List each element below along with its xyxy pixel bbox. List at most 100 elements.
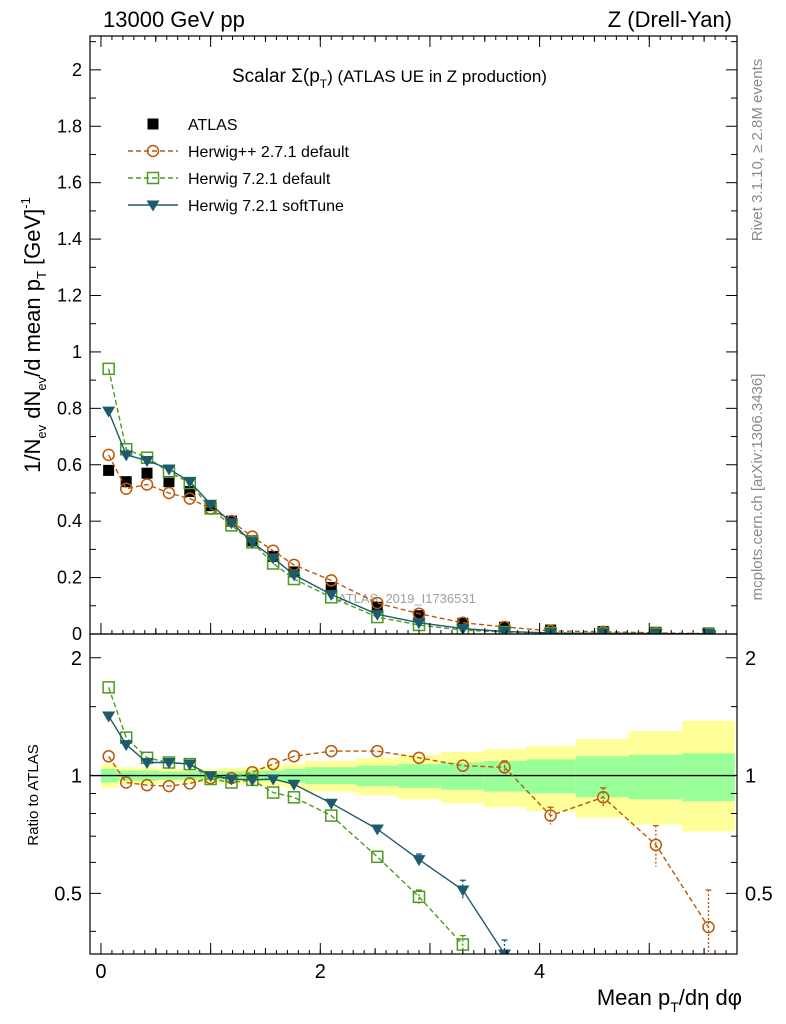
- ratio-ytick-label-2: 2: [71, 648, 82, 670]
- ratio-point-herwigpp-2: [140, 778, 154, 792]
- ratio-line-herwig721: [107, 687, 464, 946]
- ratio-point-softtune-4: [183, 759, 197, 771]
- rivet-label: Rivet 3.1.10, ≥ 2.8M events: [749, 59, 766, 242]
- main-ytick-label-5: 1: [72, 342, 82, 362]
- main-ytick-label-0: 0: [72, 624, 82, 644]
- ratio-point-herwigpp-11: [371, 744, 384, 758]
- point-softtune-17: [649, 629, 663, 634]
- main-ytick-label-1: 0.2: [57, 568, 82, 588]
- point-herwigpp-0: [102, 448, 115, 462]
- ratio-line-softtune: [108, 715, 506, 954]
- point-softtune-14: [498, 626, 512, 634]
- ratio-point-softtune-11: [370, 824, 384, 836]
- point-herwigpp-10: [325, 574, 338, 587]
- ratio-point-softtune-10: [324, 798, 338, 810]
- point-herwig721-0: [102, 362, 115, 376]
- ratio-series-softtune: [102, 711, 512, 954]
- ratio-point-herwigpp-12: [412, 751, 426, 765]
- x-axis-label: Mean pT/dη dφ: [597, 985, 742, 1015]
- legend-marker-softtune: [146, 200, 160, 212]
- main-ytick-label-10: 2: [72, 60, 82, 80]
- ratio-point-softtune-13: [456, 885, 470, 897]
- point-softtune-2: [140, 456, 154, 468]
- main-ytick-label-7: 1.4: [57, 229, 82, 249]
- point-softtune-13: [456, 624, 470, 634]
- legend-marker-herwig721: [146, 171, 160, 185]
- ratio-point-herwig721-0: [102, 681, 115, 694]
- ratio-point-softtune-1: [119, 740, 133, 752]
- header-right: Z (Drell-Yan): [608, 7, 732, 32]
- legend-label-softtune: Herwig 7.2.1 softTune: [188, 198, 344, 215]
- mcplots-label: mcplots.cern.ch [arXiv:1306.3436]: [749, 374, 766, 601]
- main-ytick-label-2: 0.4: [57, 511, 82, 531]
- header-left: 13000 GeV pp: [103, 7, 245, 32]
- ratio-point-herwigpp-17: [649, 838, 663, 852]
- y-axis-label-ratio: Ratio to ATLAS: [25, 744, 42, 845]
- band-inner-15: [526, 759, 576, 794]
- ratio-series-herwig721: [102, 681, 470, 954]
- main-ytick-label-9: 1.8: [57, 116, 82, 136]
- point-softtune-9: [287, 570, 301, 582]
- point-softtune-8: [266, 553, 280, 565]
- main-title-sub: T: [320, 77, 328, 91]
- ratio-point-herwigpp-8: [266, 757, 280, 771]
- point-atlas-4: [184, 486, 196, 498]
- ratio-point-herwigpp-9: [287, 750, 301, 763]
- main-ytick-label-3: 0.6: [57, 455, 82, 475]
- ratio-point-herwigpp-4: [183, 777, 197, 790]
- y-axis-label-main: 1/Nev dNev/d mean pT [GeV]-1: [18, 197, 49, 473]
- x-tick-label-0: 0: [95, 961, 106, 983]
- ratio-plot-frame: [89, 633, 738, 955]
- ratio-point-herwigpp-15: [544, 809, 557, 822]
- point-herwigpp-11: [371, 596, 384, 610]
- ratio-point-softtune-6: [224, 774, 238, 786]
- legend-label-atlas: ATLAS: [188, 117, 238, 134]
- ratio-point-herwig721-11: [371, 850, 384, 864]
- point-atlas-3: [163, 476, 175, 488]
- point-herwigpp-2: [140, 478, 154, 491]
- legend-marker-herwigpp: [146, 144, 160, 158]
- ratio-point-herwigpp-1: [119, 776, 133, 789]
- legend-item-softtune: Herwig 7.2.1 softTune: [128, 198, 344, 215]
- ratio-point-herwigpp-14: [498, 761, 511, 774]
- ratio-point-softtune-8: [266, 774, 280, 786]
- ratio-point-herwigpp-18: [702, 920, 715, 934]
- main-title: Scalar Σ(pT) (ATLAS UE in Z production): [232, 66, 547, 91]
- line-herwigpp: [107, 454, 709, 634]
- point-softtune-5: [204, 499, 218, 511]
- ratio-series-herwigpp: [102, 744, 715, 954]
- axis-ticks: 0 0.2 0.4 0.6 0.8 1 1.2 1.4 1.6 1.8 2 0 2 4 0.5 0.5 1 1 2 2: [54, 36, 773, 983]
- ratio-point-softtune-12: [412, 855, 426, 867]
- point-softtune-1: [119, 450, 133, 462]
- ratio-ytick-label-r-2: 2: [745, 648, 756, 670]
- point-herwigpp-4: [183, 492, 197, 505]
- series-softtune: [102, 406, 715, 634]
- svg-text:1/Nev dNev/d mean pT [GeV]-1: 1/Nev dNev/d mean pT [GeV]-1: [18, 197, 49, 473]
- main-ytick-label-4: 0.8: [57, 398, 82, 418]
- ratio-ytick-label-r-0: 0.5: [745, 883, 773, 905]
- point-softtune-0: [102, 406, 116, 418]
- ratio-point-softtune-14: [498, 949, 512, 954]
- band-inner-16: [575, 756, 629, 798]
- point-softtune-3: [162, 464, 176, 476]
- main-ytick-label-8: 1.6: [57, 173, 82, 193]
- point-atlas-10: [325, 581, 337, 593]
- point-softtune-4: [183, 477, 197, 489]
- ratio-point-softtune-2: [140, 757, 154, 769]
- point-softtune-7: [245, 537, 259, 549]
- legend-label-herwig721: Herwig 7.2.1 default: [188, 171, 331, 188]
- ratio-point-herwigpp-0: [102, 750, 115, 763]
- ratio-ytick-label-1: 1: [71, 766, 82, 788]
- ratio-point-herwig721-12: [412, 890, 426, 904]
- ratio-point-herwig721-9: [287, 791, 301, 804]
- series-atlas: [103, 464, 714, 634]
- point-atlas-11: [371, 601, 383, 613]
- point-atlas-0: [103, 464, 115, 476]
- point-atlas-1: [120, 476, 132, 488]
- band-inner-17: [628, 754, 683, 800]
- ratio-point-softtune-5: [204, 771, 218, 783]
- point-herwigpp-1: [119, 482, 133, 495]
- point-softtune-10: [324, 590, 338, 602]
- x-tick-label-2: 4: [534, 961, 545, 983]
